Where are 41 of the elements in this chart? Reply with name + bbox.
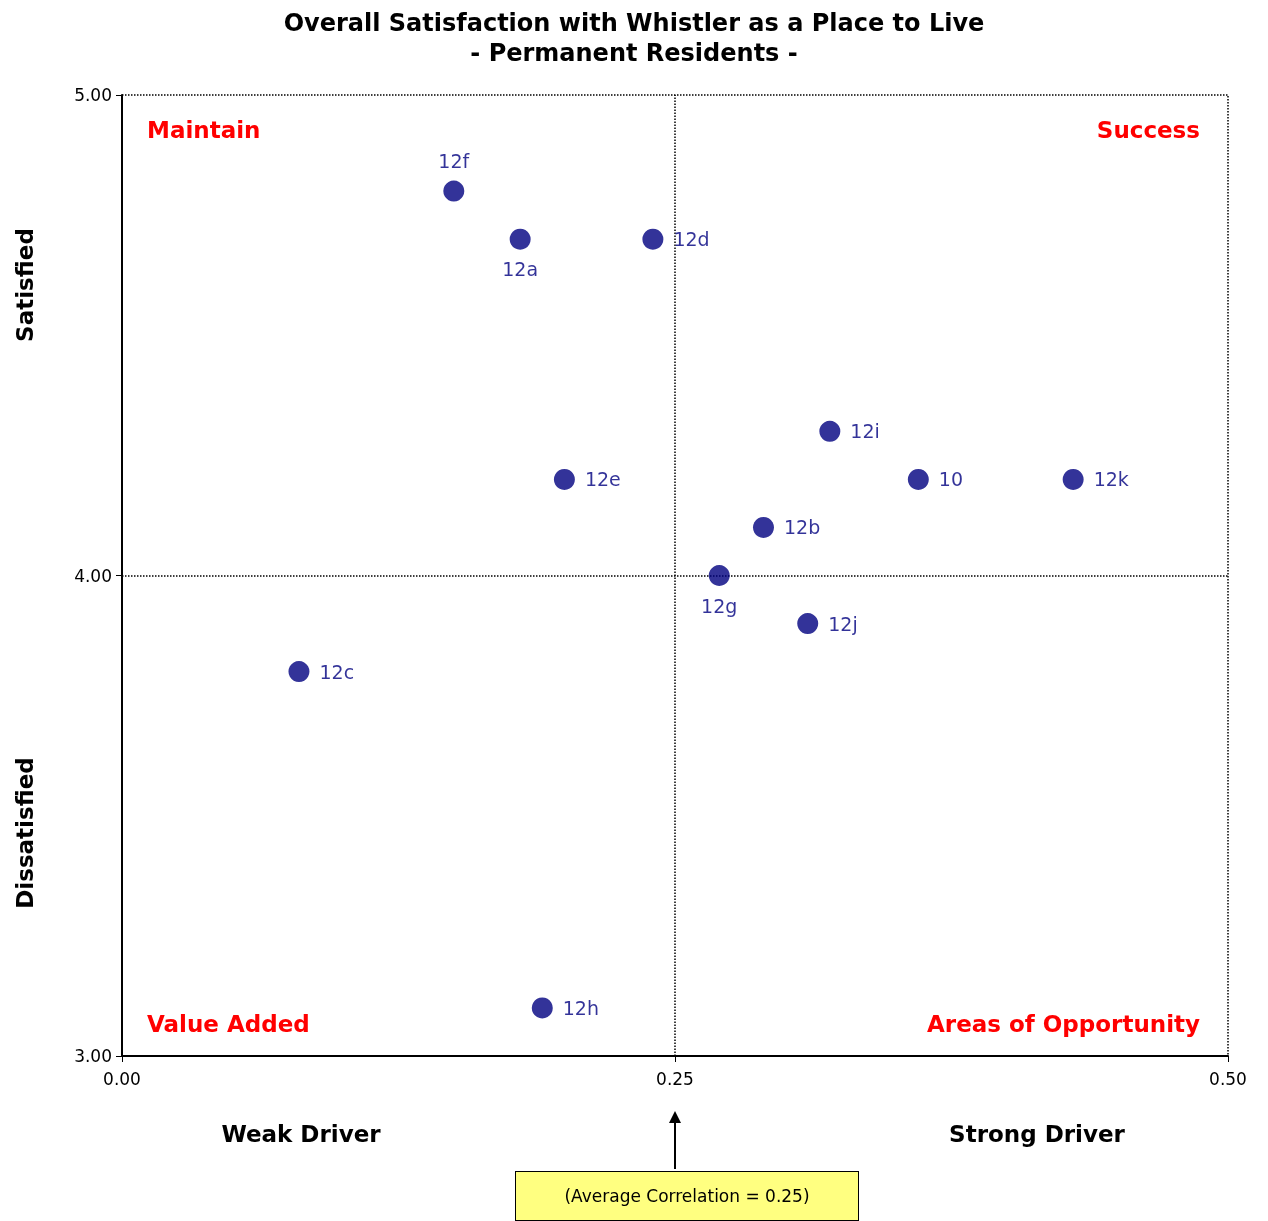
point bbox=[531, 997, 553, 1019]
x-tick-label: 0.25 bbox=[656, 1068, 694, 1089]
series-label: 12c bbox=[319, 660, 355, 683]
point bbox=[907, 468, 929, 490]
point bbox=[797, 613, 819, 635]
point bbox=[753, 516, 774, 538]
x-tick-label: 0.00 bbox=[103, 1068, 141, 1089]
chart-subtitle: - Permanent Residents - bbox=[470, 39, 798, 67]
y-tick-label: 3.00 bbox=[74, 1046, 112, 1066]
point bbox=[288, 661, 310, 683]
y-tick-label: 5.00 bbox=[74, 85, 112, 105]
series-label: 12f bbox=[438, 150, 471, 173]
series-label: 12g bbox=[701, 594, 738, 617]
series-label: 12h bbox=[562, 996, 599, 1019]
point bbox=[1062, 468, 1084, 490]
series-label: 12e bbox=[584, 468, 621, 491]
point bbox=[553, 468, 575, 490]
point bbox=[642, 228, 664, 250]
annotation: Success bbox=[1096, 117, 1200, 143]
series-label: 12j bbox=[828, 612, 858, 635]
text: Strong Driver bbox=[949, 1121, 1126, 1147]
x-tick-label: 0.50 bbox=[1209, 1068, 1247, 1089]
text: Dissatisfied bbox=[12, 757, 38, 909]
series-label: 10 bbox=[938, 468, 964, 491]
text: Weak Driver bbox=[221, 1121, 382, 1147]
series-label: 12i bbox=[850, 420, 880, 443]
series-label: 12a bbox=[502, 258, 539, 281]
annotation: Value Added bbox=[147, 1011, 310, 1037]
text: (Average Correlation = 0.25) bbox=[515, 1171, 859, 1221]
y-tick-label: 4.00 bbox=[74, 565, 112, 586]
chart-title: Overall Satisfaction with Whistler as a Place to Live bbox=[283, 9, 985, 37]
series-label: 12k bbox=[1093, 468, 1129, 491]
series-label: 12b bbox=[783, 516, 821, 539]
annotation: Areas of Opportunity bbox=[926, 1011, 1200, 1037]
point bbox=[509, 228, 531, 250]
annotation: Maintain bbox=[147, 117, 261, 143]
point bbox=[819, 420, 841, 442]
series-label: 12d bbox=[673, 228, 710, 251]
point bbox=[443, 180, 465, 202]
text: Satisfied bbox=[12, 228, 38, 342]
point bbox=[708, 565, 730, 586]
